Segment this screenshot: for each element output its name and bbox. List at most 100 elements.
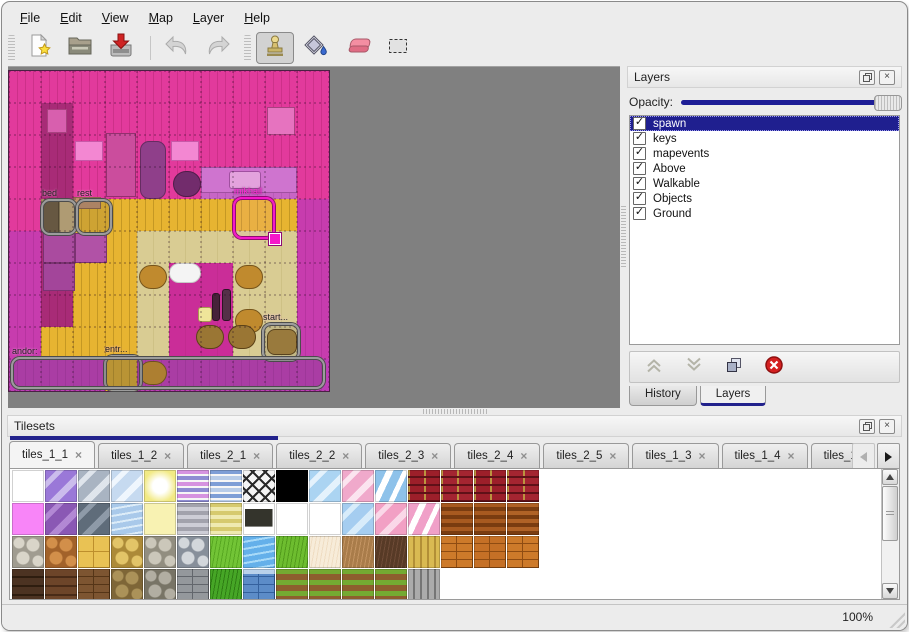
resize-grip[interactable] — [888, 611, 905, 628]
palette-tile[interactable] — [243, 569, 275, 599]
palette-tile[interactable] — [441, 503, 473, 535]
vertical-splitter[interactable] — [620, 66, 627, 407]
save-file-button[interactable] — [102, 32, 140, 64]
tileset-tab-tiles_2_1[interactable]: tiles_2_1 × — [187, 443, 274, 468]
bucket-fill-tool-button[interactable] — [297, 32, 335, 64]
palette-tile[interactable] — [375, 569, 407, 599]
close-tab-icon[interactable]: × — [520, 449, 528, 463]
tileset-tab-tiles_1_[interactable]: tiles_1_× — [810, 443, 854, 468]
palette-tile[interactable] — [111, 470, 143, 502]
palette-tile[interactable] — [441, 536, 473, 568]
tileset-tab-tiles_2_2[interactable]: tiles_2_2 × — [276, 443, 363, 468]
layer-row-Objects[interactable]: ✓ Objects — [630, 191, 899, 206]
layer-visibility-checkbox[interactable]: ✓ — [633, 116, 646, 130]
palette-tile[interactable] — [111, 536, 143, 568]
close-tab-icon[interactable]: × — [431, 449, 439, 463]
menu-view[interactable]: View — [101, 10, 129, 25]
palette-tile[interactable] — [111, 503, 143, 535]
palette-tile[interactable] — [243, 503, 275, 535]
layer-row-mapevents[interactable]: ✓ mapevents — [630, 146, 899, 161]
tab-layers[interactable]: Layers — [699, 386, 767, 406]
scroll-tabs-right-button[interactable] — [877, 443, 900, 470]
palette-tile[interactable] — [78, 503, 110, 535]
palette-tile[interactable] — [78, 536, 110, 568]
layer-visibility-checkbox[interactable]: ✓ — [633, 161, 646, 175]
rect-select-tool-button[interactable] — [379, 32, 417, 64]
palette-tile[interactable] — [276, 536, 308, 568]
scroll-tabs-left-button[interactable] — [852, 443, 875, 470]
palette-tile[interactable] — [177, 470, 209, 502]
raise-layer-button[interactable] — [642, 356, 666, 378]
opacity-slider-handle[interactable] — [874, 94, 902, 111]
palette-tile[interactable] — [474, 536, 506, 568]
toolbar-handle[interactable] — [8, 35, 15, 61]
open-file-button[interactable] — [61, 32, 99, 64]
palette-tile[interactable] — [276, 470, 308, 502]
menu-edit[interactable]: Edit — [60, 10, 82, 25]
stamp-tool-button[interactable] — [256, 32, 294, 64]
palette-tile[interactable] — [144, 470, 176, 502]
palette-tile[interactable] — [309, 536, 341, 568]
scroll-up-button[interactable] — [882, 469, 898, 485]
map-object-bed[interactable] — [41, 199, 77, 235]
palette-tile[interactable] — [342, 536, 374, 568]
palette-tile[interactable] — [243, 536, 275, 568]
tileset-tab-tiles_1_4[interactable]: tiles_1_4 × — [721, 443, 808, 468]
palette-tile[interactable] — [144, 569, 176, 599]
map-object-start[interactable] — [262, 323, 300, 361]
palette-tile[interactable] — [375, 470, 407, 502]
layer-visibility-checkbox[interactable]: ✓ — [633, 206, 646, 220]
tab-history[interactable]: History — [629, 386, 697, 406]
palette-tile[interactable] — [309, 569, 341, 599]
close-tab-icon[interactable]: × — [75, 448, 83, 462]
object-resize-handle[interactable] — [269, 233, 281, 245]
palette-tile[interactable] — [12, 470, 44, 502]
palette-tile[interactable] — [408, 536, 440, 568]
layer-row-Ground[interactable]: ✓ Ground — [630, 206, 899, 221]
undo-button[interactable] — [158, 32, 196, 64]
palette-tile[interactable] — [507, 470, 539, 502]
horizontal-splitter[interactable] — [7, 407, 902, 415]
menu-help[interactable]: Help — [244, 10, 270, 25]
palette-tile[interactable] — [12, 536, 44, 568]
tileset-tab-tiles_1_3[interactable]: tiles_1_3 × — [632, 443, 719, 468]
palette-tile[interactable] — [375, 536, 407, 568]
close-tab-icon[interactable]: × — [698, 449, 706, 463]
palette-tile[interactable] — [78, 470, 110, 502]
duplicate-layer-button[interactable] — [722, 356, 746, 378]
palette-tile[interactable] — [474, 470, 506, 502]
tileset-tab-tiles_2_3[interactable]: tiles_2_3 × — [365, 443, 452, 468]
layer-visibility-checkbox[interactable]: ✓ — [633, 131, 646, 145]
palette-scrollbar[interactable] — [881, 469, 899, 599]
palette-tile[interactable] — [45, 470, 77, 502]
palette-tile[interactable] — [12, 569, 44, 599]
palette-tile[interactable] — [342, 470, 374, 502]
map-object-mikhail[interactable] — [233, 197, 281, 245]
scroll-down-button[interactable] — [882, 583, 898, 599]
palette-tile[interactable] — [441, 470, 473, 502]
tileset-tab-tiles_1_2[interactable]: tiles_1_2 × — [98, 443, 185, 468]
tileset-tab-tiles_2_5[interactable]: tiles_2_5 × — [543, 443, 630, 468]
palette-tile[interactable] — [144, 503, 176, 535]
redo-button[interactable] — [199, 32, 237, 64]
layer-visibility-checkbox[interactable]: ✓ — [633, 146, 646, 160]
menu-layer[interactable]: Layer — [192, 10, 225, 25]
tileset-tab-tiles_1_1[interactable]: tiles_1_1 × — [9, 441, 96, 468]
layer-row-spawn[interactable]: ✓ spawn — [630, 116, 899, 131]
palette-tile[interactable] — [177, 536, 209, 568]
palette-tile[interactable] — [243, 470, 275, 502]
close-panel-button[interactable]: × — [879, 69, 895, 85]
palette-tile[interactable] — [309, 503, 341, 535]
new-file-button[interactable] — [20, 32, 58, 64]
palette-tile[interactable] — [144, 536, 176, 568]
palette-tile[interactable] — [45, 569, 77, 599]
palette-tile[interactable] — [177, 503, 209, 535]
palette-tile[interactable] — [408, 569, 440, 599]
palette-tile[interactable] — [507, 536, 539, 568]
map-object-rest[interactable] — [76, 199, 112, 235]
palette-tile[interactable] — [45, 503, 77, 535]
layer-row-Above[interactable]: ✓ Above — [630, 161, 899, 176]
close-tab-icon[interactable]: × — [342, 449, 350, 463]
toolbar-handle[interactable] — [244, 35, 251, 61]
palette-tile[interactable] — [474, 503, 506, 535]
